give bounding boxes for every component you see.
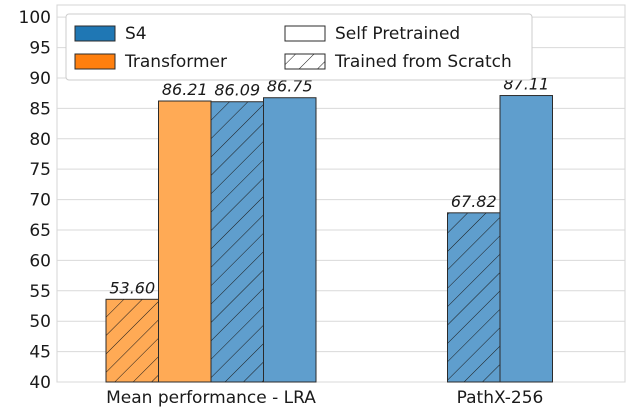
legend-label: Transformer: [124, 52, 227, 72]
bars: [105, 95, 553, 383]
y-tick-label: 75: [29, 160, 51, 180]
y-tick-label: 70: [29, 191, 51, 211]
legend-label: S4: [125, 24, 147, 44]
data-label: 86.75: [267, 77, 313, 96]
bar: [499, 95, 553, 383]
bar-hatch: [211, 101, 264, 382]
y-tick-label: 60: [29, 251, 51, 271]
y-tick-label: 40: [29, 373, 51, 393]
data-label: 53.60: [109, 278, 155, 297]
y-tick-label: 80: [29, 130, 51, 150]
y-tick-label: 95: [29, 39, 51, 59]
data-label: 86.09: [214, 81, 260, 100]
data-label: 67.82: [451, 192, 497, 211]
bar-hatch: [447, 212, 500, 382]
x-category-label: PathX-256: [457, 388, 544, 408]
legend-label: Trained from Scratch: [334, 52, 512, 72]
legend-box: [65, 13, 533, 81]
legend-label: Self Pretrained: [335, 24, 460, 44]
y-axis: 40 45 50 55 60 65 70 75 80 85 90 95 100: [19, 8, 51, 393]
legend-swatch: [284, 25, 326, 42]
legend-swatch: [74, 25, 116, 42]
y-tick-label: 90: [29, 69, 51, 89]
x-axis: Mean performance - LRA PathX-256: [106, 388, 543, 408]
bar-hatch: [106, 299, 159, 382]
y-tick-label: 55: [29, 282, 51, 302]
y-tick-label: 100: [19, 8, 51, 28]
y-tick-label: 45: [29, 343, 51, 363]
legend-swatch: [74, 53, 116, 70]
legend-swatch-hatch: [285, 54, 325, 69]
legend: S4 Transformer Self Pretrained Trained from…: [65, 13, 533, 81]
x-category-label: Mean performance - LRA: [106, 388, 316, 408]
bar: [263, 97, 317, 383]
y-tick-label: 50: [29, 312, 51, 332]
bar: [158, 100, 212, 383]
data-label: 86.21: [162, 80, 208, 99]
y-tick-label: 65: [29, 221, 51, 241]
y-tick-label: 85: [29, 99, 51, 119]
